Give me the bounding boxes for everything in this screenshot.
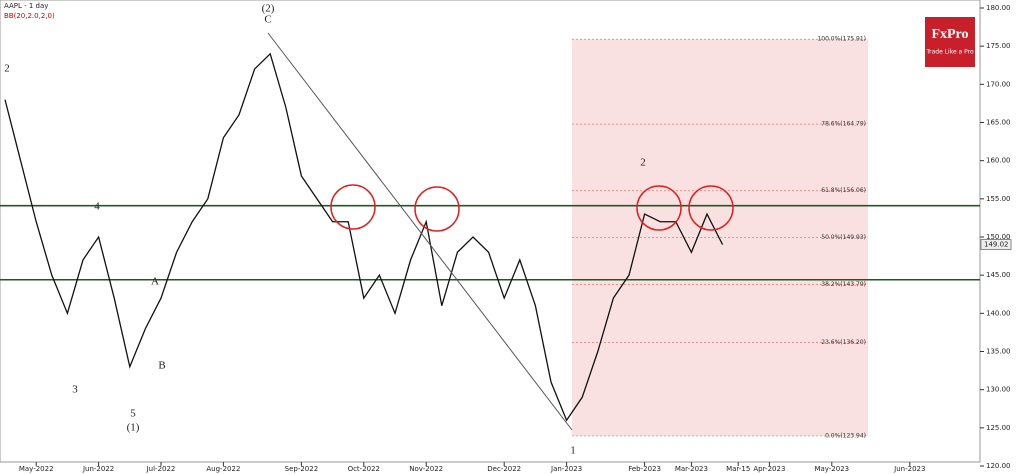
x-tick-label: Feb-2023 [628, 465, 661, 473]
wave-label: 2 [4, 63, 10, 75]
wave-label: B [158, 360, 165, 372]
indicator-label: BB(20,2.0,2,0) [4, 12, 55, 20]
logo-brand: FxPro [931, 27, 968, 42]
y-tick-label: 150.00 [986, 233, 1011, 241]
fib-label: 100.0%(175.91) [817, 36, 866, 43]
x-tick-label: Jul-2022 [146, 465, 176, 473]
trend-line [267, 32, 573, 431]
y-tick-label: 155.00 [986, 195, 1011, 203]
y-tick-label: 165.00 [986, 119, 1011, 127]
x-tick-label: Jun-2022 [82, 465, 114, 473]
x-tick-label: Jan-2023 [550, 465, 582, 473]
x-tick-label: Sep-2022 [285, 465, 319, 473]
x-tick-label: Mar-15 [726, 465, 750, 473]
fib-label: 50.0%(149.93) [821, 234, 866, 241]
x-tick-label: Oct-2022 [348, 465, 380, 473]
wave-label: 1 [570, 445, 576, 457]
fib-label: 78.6%(164.79) [821, 121, 866, 128]
fib-label: 23.6%(136.20) [821, 339, 866, 346]
wave-label: 4 [94, 201, 100, 213]
wave-label: 3 [72, 384, 78, 396]
x-tick-label: May-2022 [19, 465, 54, 473]
fib-label: 38.2%(143.79) [821, 281, 866, 288]
y-tick-label: 180.00 [986, 4, 1011, 12]
y-tick-label: 170.00 [986, 80, 1011, 88]
y-tick-label: 140.00 [986, 309, 1011, 317]
x-tick-label: May-2023 [814, 465, 849, 473]
x-tick-label: Aug-2022 [206, 465, 240, 473]
chart-title: AAPL - 1 day [4, 2, 48, 10]
wave-label: (2) [262, 3, 275, 15]
wave-label: C [264, 14, 271, 26]
fib-label: 0.0%(123.94) [825, 432, 866, 439]
last-price-label: 149.02 [984, 240, 1009, 248]
x-tick-label: Jun-2023 [893, 465, 925, 473]
wave-label: A [151, 276, 159, 288]
highlight-circle [636, 185, 682, 231]
y-tick-label: 160.00 [986, 157, 1011, 165]
logo [925, 17, 975, 67]
y-tick-label: 125.00 [986, 424, 1011, 432]
x-tick-label: Dec-2022 [487, 465, 521, 473]
last-price-box [980, 238, 1012, 250]
wave-label: 2 [640, 157, 646, 169]
wave-label: 5 [130, 408, 136, 420]
y-tick-label: 175.00 [986, 42, 1011, 50]
y-tick-label: 135.00 [986, 348, 1011, 356]
y-tick-label: 145.00 [986, 271, 1011, 279]
logo-tagline: Trade Like a Pro [925, 49, 974, 56]
x-tick-label: Nov-2022 [409, 465, 443, 473]
y-tick-label: 130.00 [986, 386, 1011, 394]
fib-label: 61.8%(156.06) [821, 187, 866, 194]
highlight-circle [414, 186, 460, 232]
x-tick-label: Apr-2023 [753, 465, 785, 473]
highlight-circle [688, 185, 734, 231]
price-line [4, 52, 724, 422]
x-tick-label: Mar-2023 [675, 465, 708, 473]
highlight-circle [330, 184, 376, 230]
wave-label: (1) [127, 422, 140, 434]
y-tick-label: 120.00 [986, 462, 1011, 470]
